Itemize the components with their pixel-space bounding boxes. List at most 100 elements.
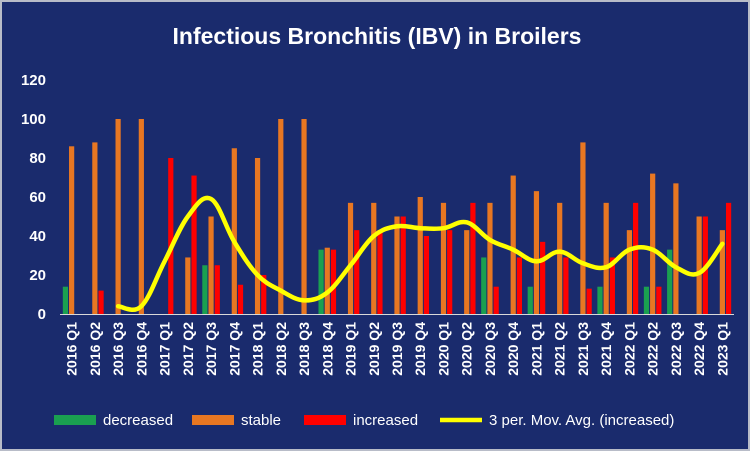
bar-decreased [62,286,69,314]
x-tick-label: 2017 Q2 [180,322,196,376]
bar-decreased [527,286,533,314]
bar-stable [278,119,284,314]
bar-increased [261,275,267,314]
bar-increased [493,286,499,314]
bar-increased [563,257,569,314]
x-tick-label: 2022 Q2 [645,322,661,376]
bar-stable [138,119,144,314]
bar-increased [400,216,406,314]
bar-stable [696,216,702,314]
x-tick-label: 2016 Q3 [110,322,126,376]
x-tick-label: 2016 Q1 [64,322,80,376]
x-tick-label: 2018 Q4 [319,322,335,376]
bar-decreased [667,249,673,314]
bar-stable [208,216,214,314]
x-tick-label: 2021 Q2 [552,322,568,376]
x-tick-label: 2020 Q3 [482,322,498,376]
bar-increased [377,230,383,314]
bar-stable [650,173,656,314]
x-tick-label: 2021 Q1 [528,322,544,376]
bar-stable [464,230,470,314]
bar-stable [92,142,98,314]
bar-increased [540,241,546,314]
x-tick-label: 2018 Q1 [250,322,266,376]
legend-label: decreased [103,412,173,429]
bar-increased [237,284,244,314]
x-tick-label: 2022 Q1 [621,322,637,376]
bar-increased [214,265,220,314]
legend-swatch [192,415,234,425]
bar-stable [580,142,586,314]
bar-stable [440,202,447,314]
x-tick-label: 2022 Q3 [668,322,684,376]
bar-stable [347,202,354,314]
bar-stable [185,257,191,314]
x-tick-label: 2017 Q4 [226,322,242,376]
x-tick-label: 2018 Q3 [296,322,312,376]
bar-stable [371,202,377,314]
chart-title: Infectious Bronchitis (IBV) in Broilers [173,23,582,49]
x-tick-label: 2022 Q4 [691,322,707,376]
bar-increased [725,202,732,314]
bar-stable [626,230,633,314]
bar-stable [254,158,261,314]
bar-decreased [318,249,324,314]
bar-stable [115,119,121,314]
y-axis: 0 20 40 60 80 100 120 [21,72,46,323]
x-tick-label: 2019 Q4 [412,322,428,376]
legend-swatch [54,415,96,425]
legend-label: increased [353,412,418,429]
bars-layer [62,119,732,314]
x-tick-label: 2020 Q1 [435,322,451,376]
bar-increased [168,158,174,314]
bar-increased [447,230,453,314]
bar-stable [510,175,516,314]
x-tick-label: 2019 Q3 [389,322,405,376]
bar-increased [516,257,523,314]
bar-increased [330,249,337,314]
x-tick-label: 2018 Q2 [273,322,289,376]
x-tick-label: 2016 Q4 [133,322,149,376]
y-tick-label: 100 [21,111,46,128]
x-tick-label: 2023 Q1 [714,322,730,376]
bar-increased [633,202,639,314]
bar-stable [231,148,237,314]
bar-decreased [202,265,208,314]
bar-stable [301,119,307,314]
bar-increased [354,230,360,314]
x-tick-label: 2021 Q4 [598,322,614,376]
y-tick-label: 60 [29,189,46,206]
bar-stable [487,202,493,314]
bar-stable [69,146,75,314]
bar-increased [191,175,197,314]
legend-label: stable [241,412,281,429]
x-axis: 2016 Q1 2016 Q2 2016 Q3 2016 Q4 2017 Q1 2017 … [60,314,734,376]
bar-decreased [481,257,487,314]
bar-stable [394,216,400,314]
bar-increased [470,202,476,314]
bar-decreased [643,286,650,314]
bar-stable [533,191,540,314]
legend-swatch [304,415,346,425]
bar-stable [603,202,609,314]
x-tick-label: 2020 Q2 [459,322,475,376]
x-tick-label: 2019 Q1 [343,322,359,376]
bar-increased [609,257,615,314]
y-tick-label: 80 [29,150,46,167]
x-tick-label: 2016 Q2 [87,322,103,376]
bar-stable [557,202,563,314]
moving-average-line [115,195,725,312]
bar-stable [417,197,423,314]
y-tick-label: 120 [21,72,46,89]
x-tick-label: 2020 Q4 [505,322,521,376]
moving-average-layer [115,195,725,312]
x-tick-label: 2017 Q1 [157,322,173,376]
y-tick-label: 0 [38,306,46,323]
bar-stable [673,183,679,314]
bar-increased [586,288,592,314]
y-tick-label: 40 [29,228,46,245]
bar-stable [324,247,330,314]
x-tick-label: 2017 Q3 [203,322,219,376]
